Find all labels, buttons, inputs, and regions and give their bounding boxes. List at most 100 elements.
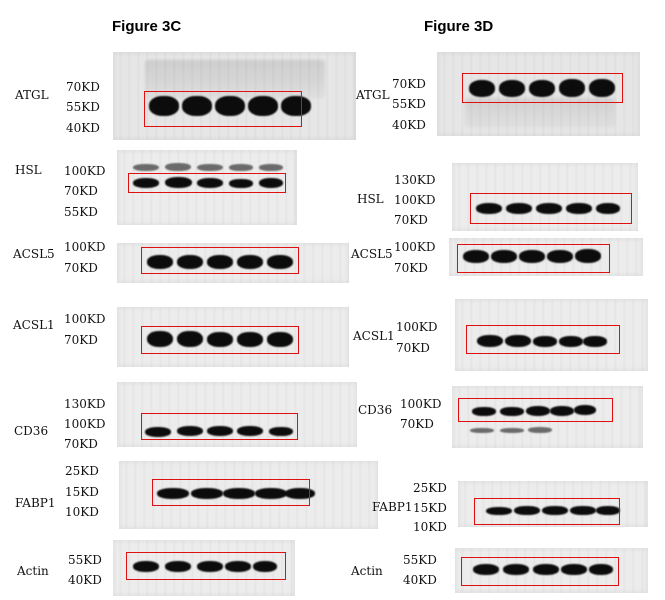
marker-label: 70KD	[392, 77, 426, 91]
marker-label: 70KD	[400, 417, 434, 431]
marker-label: 130KD	[64, 397, 106, 411]
protein-band	[253, 561, 277, 572]
protein-band	[133, 561, 159, 572]
protein-band	[473, 564, 499, 575]
marker-label: 55KD	[68, 553, 102, 567]
protein-band	[229, 179, 253, 188]
highlight-box	[141, 413, 298, 440]
protein-band	[574, 405, 596, 415]
highlight-box	[462, 73, 623, 103]
highlight-box	[457, 244, 610, 273]
protein-band	[133, 164, 159, 171]
protein-band	[566, 203, 592, 214]
highlight-box	[141, 326, 299, 354]
protein-band	[149, 96, 179, 116]
protein-label: CD36	[14, 424, 49, 438]
protein-band	[267, 332, 293, 347]
marker-label: 100KD	[400, 397, 442, 411]
protein-band	[589, 79, 615, 97]
blot-image	[117, 150, 297, 225]
protein-label: HSL	[15, 163, 42, 177]
blot-image	[452, 163, 638, 231]
blot-image	[119, 461, 378, 529]
protein-band	[229, 164, 253, 171]
marker-label: 70KD	[66, 80, 100, 94]
protein-band	[133, 178, 159, 188]
blot-image	[455, 299, 648, 371]
marker-label: 70KD	[396, 341, 430, 355]
highlight-box	[474, 498, 620, 525]
protein-band	[259, 178, 283, 188]
protein-band	[469, 80, 495, 97]
protein-band	[267, 255, 293, 269]
protein-band	[529, 80, 555, 97]
marker-label: 100KD	[64, 417, 106, 431]
marker-label: 55KD	[403, 553, 437, 567]
protein-band	[248, 96, 278, 116]
protein-band	[215, 96, 245, 116]
protein-band	[550, 406, 574, 416]
protein-band	[499, 80, 525, 97]
protein-band	[470, 428, 494, 433]
protein-band	[533, 336, 557, 347]
marker-label: 40KD	[403, 573, 437, 587]
protein-band	[255, 488, 287, 499]
protein-label: Actin	[17, 564, 49, 578]
protein-band	[147, 255, 173, 269]
marker-label: 25KD	[413, 481, 447, 495]
protein-band	[207, 255, 233, 269]
protein-band	[177, 426, 203, 436]
blot-image	[113, 540, 295, 596]
marker-label: 70KD	[394, 261, 428, 275]
protein-band	[165, 177, 192, 188]
protein-band	[547, 250, 573, 263]
marker-label: 70KD	[64, 437, 98, 451]
protein-band	[596, 203, 620, 214]
marker-label: 40KD	[68, 573, 102, 587]
protein-band	[147, 331, 173, 347]
protein-band	[514, 506, 540, 515]
protein-band	[182, 96, 212, 116]
protein-band	[207, 426, 233, 436]
protein-band	[505, 335, 531, 347]
marker-label: 70KD	[64, 184, 98, 198]
protein-band	[476, 203, 502, 214]
protein-band	[503, 564, 529, 575]
protein-band	[463, 250, 489, 263]
marker-label: 40KD	[392, 118, 426, 132]
protein-label: FABP1	[372, 500, 413, 514]
marker-label: 55KD	[64, 205, 98, 219]
protein-band	[237, 255, 263, 269]
blot-image	[458, 481, 648, 527]
highlight-box	[458, 398, 613, 422]
protein-band	[472, 407, 496, 416]
highlight-box	[128, 173, 286, 193]
protein-band	[528, 427, 552, 433]
highlight-box	[466, 325, 620, 354]
protein-band	[542, 506, 568, 515]
marker-label: 10KD	[413, 520, 447, 534]
marker-label: 15KD	[413, 501, 447, 515]
blot-image	[117, 307, 349, 367]
highlight-box	[470, 193, 632, 224]
protein-band	[533, 564, 559, 575]
marker-label: 55KD	[392, 97, 426, 111]
highlight-box	[152, 479, 310, 506]
marker-label: 100KD	[64, 164, 106, 178]
protein-band	[223, 488, 255, 499]
marker-label: 130KD	[394, 173, 436, 187]
protein-band	[477, 335, 503, 347]
protein-band	[500, 407, 524, 416]
blot-image	[437, 52, 640, 136]
protein-band	[491, 250, 517, 263]
protein-band	[191, 488, 223, 499]
figure-3d-title: Figure 3D	[424, 18, 494, 35]
protein-band	[570, 506, 596, 515]
protein-band	[207, 332, 233, 347]
protein-label: ATGL	[356, 88, 390, 102]
protein-label: Actin	[351, 564, 383, 578]
marker-label: 15KD	[65, 485, 99, 499]
protein-band	[165, 163, 191, 171]
protein-band	[259, 164, 283, 171]
marker-label: 70KD	[394, 213, 428, 227]
